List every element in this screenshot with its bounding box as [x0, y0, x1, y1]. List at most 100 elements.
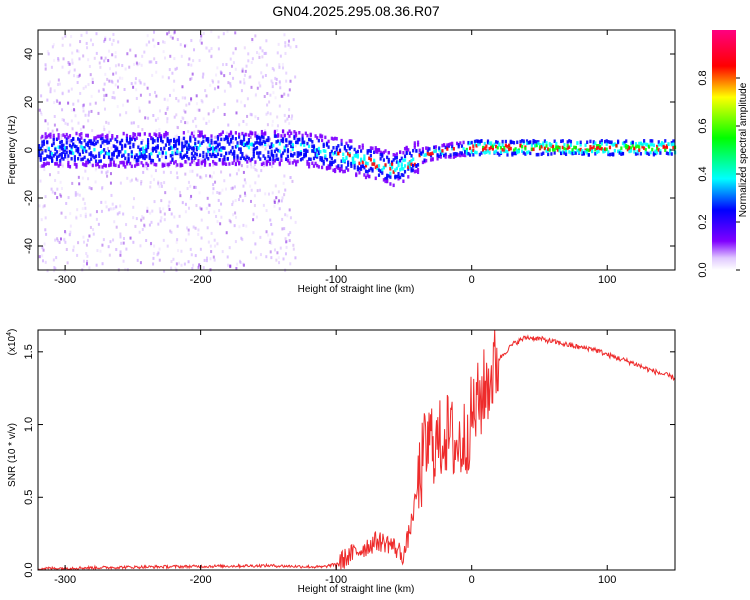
spectrogram-ridge-cell	[99, 144, 103, 149]
spectrogram-ridge-cell	[254, 141, 257, 145]
spectrogram-ridge-cell	[516, 148, 519, 153]
spectrogram-noise-cell	[53, 101, 56, 105]
spectrogram-noise-cell	[263, 164, 266, 168]
spectrogram-noise-cell	[163, 218, 166, 222]
spectrogram-noise-cell	[241, 69, 244, 73]
spectrogram-ridge-cell	[132, 142, 135, 147]
spectrogram-noise-cell	[101, 243, 104, 247]
spectrogram-ridge-cell	[366, 161, 369, 166]
spectrogram-ridge-cell	[189, 145, 192, 150]
spectrogram-noise-cell	[284, 252, 287, 256]
spectrogram-ridge-cell	[488, 146, 491, 151]
spectrogram-ridge-cell	[529, 140, 532, 145]
spectrogram-ridge-cell	[80, 145, 83, 149]
spectrogram-noise-cell	[212, 142, 215, 146]
spectrogram-ridge-cell	[434, 145, 438, 149]
spectrogram-noise-cell	[145, 238, 148, 242]
spectrogram-ridge-cell	[140, 152, 143, 156]
spectrogram-noise-cell	[86, 259, 89, 263]
spectrogram-noise-cell	[74, 139, 77, 143]
spectrogram-ridge-cell	[477, 139, 480, 144]
spectrogram-noise-cell	[254, 34, 257, 38]
spectrogram-ridge-cell	[142, 154, 145, 158]
spectrogram-ridge-cell	[151, 146, 155, 151]
spectrogram-noise-cell	[276, 115, 279, 119]
spectrogram-noise-cell	[179, 43, 182, 47]
spectrogram-noise-cell	[103, 39, 106, 43]
spectrogram-ridge-cell	[360, 158, 363, 163]
spectrogram-ridge-cell	[307, 144, 311, 149]
spectrogram-noise-cell	[102, 125, 105, 129]
spectrogram-ridge-cell	[656, 144, 659, 149]
spectrogram-noise-cell	[83, 202, 86, 206]
spectrogram-ridge-cell	[265, 162, 268, 167]
spectrogram-noise-cell	[112, 238, 115, 242]
spectrogram-ridge-cell	[47, 161, 50, 166]
spectrogram-ridge-cell	[506, 144, 509, 149]
spectrogram-ridge-cell	[392, 153, 395, 157]
spectrogram-noise-cell	[207, 112, 210, 116]
spectrogram-ridge-cell	[473, 142, 477, 147]
spectrogram-ridge-cell	[386, 176, 389, 180]
spectrogram-ridge-cell	[106, 138, 109, 142]
spectrogram-noise-cell	[271, 85, 274, 89]
spectrogram-ridge-cell	[449, 155, 452, 159]
spectrogram-noise-cell	[205, 174, 208, 178]
spectrogram-ridge-cell	[278, 161, 281, 165]
spectrogram-noise-cell	[224, 187, 227, 191]
spectrogram-noise-cell	[129, 48, 132, 52]
spectrogram-noise-cell	[210, 54, 213, 58]
spectrogram-ridge-cell	[438, 146, 441, 150]
spectrogram-noise-cell	[175, 113, 178, 117]
spectrogram-ridge-cell	[138, 151, 142, 156]
spectrogram-noise-cell	[88, 64, 91, 68]
spectrogram-ridge-cell	[107, 163, 111, 168]
spectrogram-ridge-cell	[608, 145, 612, 150]
spectrogram-noise-cell	[289, 176, 292, 180]
spectrogram-ridge-cell	[215, 154, 218, 159]
spectrogram-noise-cell	[252, 166, 255, 170]
spectrogram-noise-cell	[161, 154, 164, 158]
spectrogram-noise-cell	[225, 231, 228, 235]
spectrogram-noise-cell	[168, 30, 171, 34]
spectrogram-ridge-cell	[112, 153, 116, 157]
spectrogram-ridge-cell	[208, 147, 211, 152]
spectrogram-ridge-cell	[288, 129, 291, 133]
spectrogram-ridge-cell	[150, 158, 153, 163]
spectrogram-noise-cell	[232, 141, 235, 145]
spectrogram-ridge-cell	[41, 140, 44, 144]
spectrogram-noise-cell	[189, 247, 192, 251]
spectrogram-ridge-cell	[208, 152, 211, 157]
spectrogram-ridge-cell	[192, 134, 195, 139]
spectrogram-ridge-cell	[51, 159, 54, 163]
spectrogram-ridge-cell	[259, 157, 262, 161]
spectrogram-ridge-cell	[54, 147, 57, 152]
colorbar-ticks: 0.00.20.40.60.8	[697, 70, 740, 278]
spectrogram-noise-cell	[212, 183, 215, 187]
spectrogram-noise-cell	[108, 79, 111, 83]
spectrogram-noise-cell	[42, 248, 45, 252]
spectrogram-noise-cell	[274, 96, 277, 100]
spectrogram-ridge-cell	[164, 143, 168, 147]
spectrogram-noise-cell	[54, 238, 57, 242]
spectrogram-noise-cell	[91, 77, 94, 81]
spectrogram-noise-cell	[67, 139, 70, 143]
snr-y-axis: 0.00.51.01.5	[23, 344, 675, 578]
spectrogram-ridge-cell	[166, 162, 169, 167]
spectrogram-noise-cell	[288, 121, 291, 125]
spectrogram-ridge-cell	[634, 152, 638, 156]
spectrogram-ridge-cell	[475, 139, 478, 143]
spectrogram-noise-cell	[113, 220, 116, 224]
spectrogram-noise-cell	[56, 239, 59, 243]
spectrogram-noise-cell	[198, 191, 201, 195]
spectrogram-noise-cell	[265, 112, 268, 116]
spectrogram-noise-cell	[254, 168, 257, 172]
spectrogram-noise-cell	[82, 109, 85, 113]
spectrogram-noise-cell	[229, 173, 232, 177]
spectrogram-ridge-cell	[638, 148, 641, 152]
spectrogram-ridge-cell	[304, 152, 307, 157]
spectrogram-ridge-cell	[151, 140, 155, 145]
spectrogram-noise-cell	[85, 243, 88, 247]
spectrogram-noise-cell	[152, 262, 155, 266]
